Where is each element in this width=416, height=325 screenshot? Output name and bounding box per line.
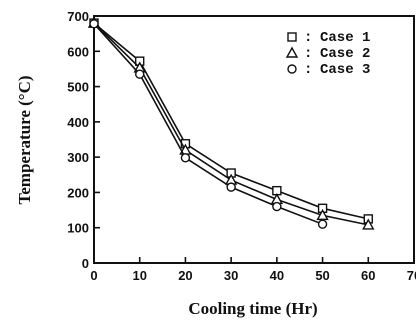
legend-marker-square	[287, 32, 297, 42]
series-line	[93, 23, 323, 225]
legend-separator: :	[304, 30, 312, 46]
legend: : Case 1: Case 2: Case 3	[285, 30, 370, 78]
x-tick-label: 70	[407, 268, 416, 283]
data-point-circle	[226, 182, 236, 192]
y-tick-label: 600	[67, 44, 89, 59]
y-tick-label: 700	[67, 9, 89, 24]
data-point-circle	[317, 219, 328, 229]
x-axis-title: Cooling time (Hr)	[188, 299, 317, 318]
series-group	[87, 16, 375, 230]
legend-label: Case 1	[320, 30, 370, 46]
data-point-triangle	[362, 218, 375, 230]
legend-separator: :	[304, 46, 312, 62]
plot-frame	[93, 15, 415, 264]
legend-separator: :	[304, 62, 312, 78]
legend-item: : Case 3	[287, 62, 370, 78]
legend-marker-triangle	[285, 46, 299, 58]
y-tick-label: 0	[82, 256, 89, 271]
x-tick-label: 30	[224, 268, 238, 283]
data-point-triangle	[316, 208, 329, 221]
x-tick-label: 20	[178, 268, 192, 283]
legend-marker-circle	[287, 64, 297, 74]
series-3	[89, 19, 328, 229]
legend-label: Case 3	[320, 62, 370, 78]
y-tick-label: 300	[67, 150, 89, 165]
data-point-circle	[89, 19, 99, 29]
x-tick-label: 50	[315, 268, 329, 283]
x-tick-label: 60	[361, 268, 375, 283]
y-tick-label: 500	[67, 80, 89, 95]
axis-tick-labels: 0102030405060700100200300400500600700	[67, 9, 416, 283]
legend-label: Case 2	[320, 46, 370, 62]
x-tick-label: 0	[90, 268, 97, 283]
data-point-circle	[135, 69, 145, 79]
axis-ticks	[93, 15, 415, 264]
legend-item: : Case 1	[287, 30, 370, 46]
x-tick-label: 10	[132, 268, 146, 283]
y-tick-label: 100	[67, 221, 89, 236]
y-axis-title: Temperature (°C)	[15, 75, 34, 204]
legend-item: : Case 2	[285, 46, 370, 62]
plot-border	[93, 15, 415, 264]
y-tick-label: 400	[67, 115, 89, 130]
data-point-circle	[272, 201, 282, 212]
x-tick-label: 40	[270, 268, 284, 283]
data-point-circle	[180, 153, 191, 163]
y-tick-label: 200	[67, 185, 89, 200]
